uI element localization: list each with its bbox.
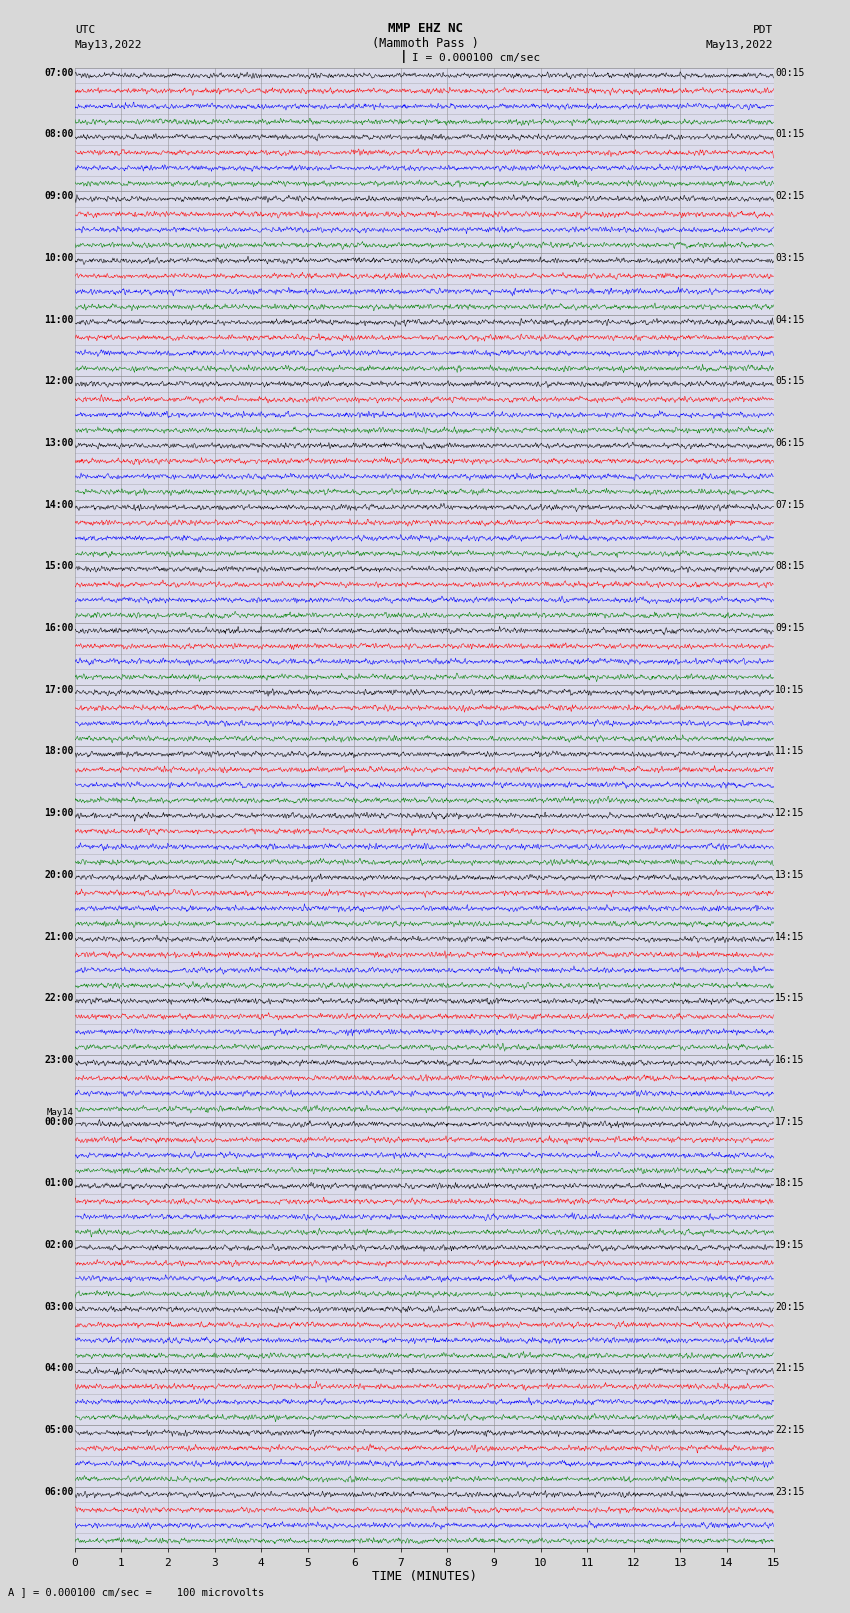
Text: 01:15: 01:15 [775, 129, 804, 139]
Text: 11:00: 11:00 [44, 315, 73, 324]
Text: 18:00: 18:00 [44, 747, 73, 756]
Text: 22:00: 22:00 [44, 994, 73, 1003]
Text: 19:00: 19:00 [44, 808, 73, 818]
Text: UTC: UTC [75, 26, 95, 35]
Text: 06:00: 06:00 [44, 1487, 73, 1497]
Text: 01:00: 01:00 [44, 1177, 73, 1189]
Text: 09:15: 09:15 [775, 623, 804, 632]
Text: 14:15: 14:15 [775, 932, 804, 942]
Text: 21:00: 21:00 [44, 932, 73, 942]
Text: 15:00: 15:00 [44, 561, 73, 571]
Text: 02:15: 02:15 [775, 192, 804, 202]
Text: 11:15: 11:15 [775, 747, 804, 756]
Text: 21:15: 21:15 [775, 1363, 804, 1373]
Text: 22:15: 22:15 [775, 1426, 804, 1436]
Text: A ] = 0.000100 cm/sec =    100 microvolts: A ] = 0.000100 cm/sec = 100 microvolts [8, 1587, 264, 1597]
Text: 12:00: 12:00 [44, 376, 73, 386]
Text: May13,2022: May13,2022 [75, 40, 142, 50]
Text: 10:00: 10:00 [44, 253, 73, 263]
Text: May14: May14 [47, 1108, 73, 1116]
Text: 20:15: 20:15 [775, 1302, 804, 1311]
Text: 15:15: 15:15 [775, 994, 804, 1003]
Text: 04:15: 04:15 [775, 315, 804, 324]
Text: 03:00: 03:00 [44, 1302, 73, 1311]
Text: 23:00: 23:00 [44, 1055, 73, 1065]
Text: 17:15: 17:15 [775, 1116, 804, 1126]
Text: 02:00: 02:00 [44, 1240, 73, 1250]
Text: 16:15: 16:15 [775, 1055, 804, 1065]
Text: 18:15: 18:15 [775, 1177, 804, 1189]
Text: PDT: PDT [753, 26, 774, 35]
Text: 07:15: 07:15 [775, 500, 804, 510]
Text: 19:15: 19:15 [775, 1240, 804, 1250]
Text: |: | [400, 50, 407, 63]
Text: May13,2022: May13,2022 [706, 40, 774, 50]
Text: 12:15: 12:15 [775, 808, 804, 818]
Text: MMP EHZ NC: MMP EHZ NC [388, 23, 462, 35]
Text: 03:15: 03:15 [775, 253, 804, 263]
Text: 05:00: 05:00 [44, 1426, 73, 1436]
Text: I = 0.000100 cm/sec: I = 0.000100 cm/sec [412, 53, 541, 63]
Text: 08:00: 08:00 [44, 129, 73, 139]
Text: 09:00: 09:00 [44, 192, 73, 202]
Text: 13:15: 13:15 [775, 869, 804, 879]
Text: 05:15: 05:15 [775, 376, 804, 386]
Text: 16:00: 16:00 [44, 623, 73, 632]
X-axis label: TIME (MINUTES): TIME (MINUTES) [371, 1571, 477, 1584]
Text: 23:15: 23:15 [775, 1487, 804, 1497]
Text: 14:00: 14:00 [44, 500, 73, 510]
Text: 20:00: 20:00 [44, 869, 73, 879]
Text: 08:15: 08:15 [775, 561, 804, 571]
Text: 00:15: 00:15 [775, 68, 804, 77]
Text: 13:00: 13:00 [44, 439, 73, 448]
Text: 04:00: 04:00 [44, 1363, 73, 1373]
Text: (Mammoth Pass ): (Mammoth Pass ) [371, 37, 479, 50]
Text: 17:00: 17:00 [44, 686, 73, 695]
Text: 10:15: 10:15 [775, 686, 804, 695]
Text: 07:00: 07:00 [44, 68, 73, 77]
Text: 00:00: 00:00 [44, 1116, 73, 1126]
Text: 06:15: 06:15 [775, 439, 804, 448]
